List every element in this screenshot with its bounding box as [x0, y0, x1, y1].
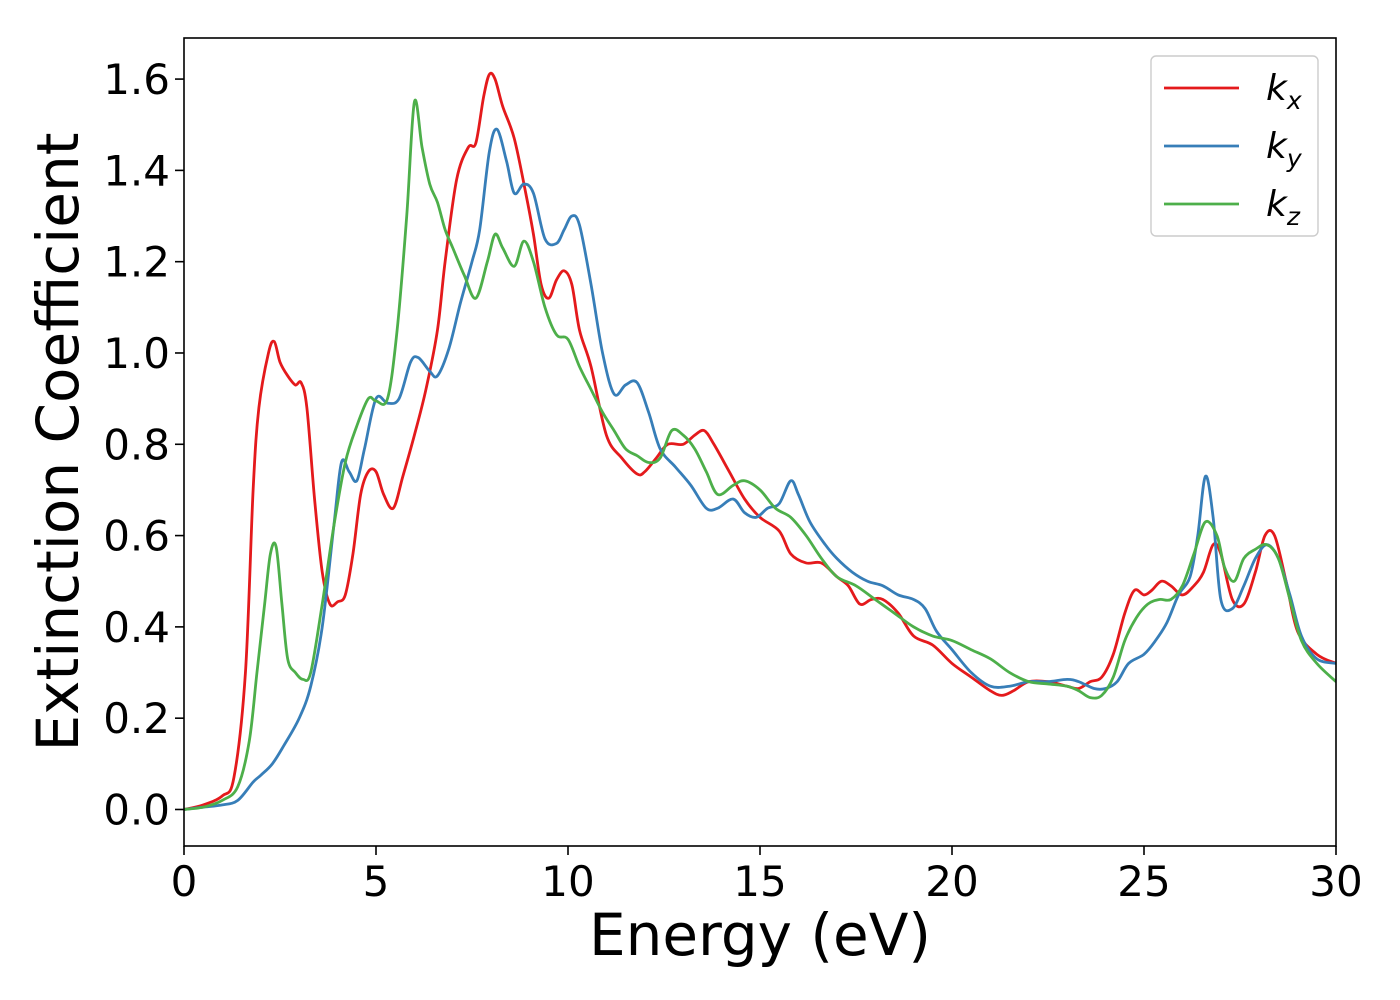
y-tick-label: 1.0 [103, 329, 170, 378]
y-tick-label: 0.8 [103, 420, 170, 469]
x-axis-title: Energy (eV) [589, 901, 931, 969]
y-tick-label: 0.0 [103, 785, 170, 834]
y-tick-label: 0.4 [103, 603, 170, 652]
x-tick-label: 30 [1309, 857, 1362, 906]
x-tick-label: 15 [733, 857, 786, 906]
x-tick-label: 5 [363, 857, 390, 906]
legend: kx ky kz [1150, 55, 1319, 237]
legend-label-ky: ky [1266, 126, 1303, 173]
series-line-ky [184, 127, 1336, 811]
y-axis-title: Extinction Coefficient [24, 133, 92, 752]
tick-group: 0 5 10 15 20 25 30 0.0 0.2 0.4 0.6 0.8 1.0 1.2 1.4 1.6 [103, 55, 1363, 906]
legend-label-kx: kx [1266, 68, 1302, 115]
x-tick-label: 0 [171, 857, 198, 906]
legend-label-kz: kz [1266, 184, 1301, 231]
y-tick-label: 1.6 [103, 55, 170, 104]
y-tick-label: 1.2 [103, 238, 170, 287]
series-line-kz [184, 98, 1336, 811]
y-tick-label: 0.2 [103, 694, 170, 743]
plot-area [184, 71, 1336, 811]
x-tick-label: 10 [541, 857, 594, 906]
x-tick-label: 20 [925, 857, 978, 906]
x-tick-label: 25 [1117, 857, 1170, 906]
y-tick-label: 1.4 [103, 146, 170, 195]
y-tick-label: 0.6 [103, 512, 170, 561]
